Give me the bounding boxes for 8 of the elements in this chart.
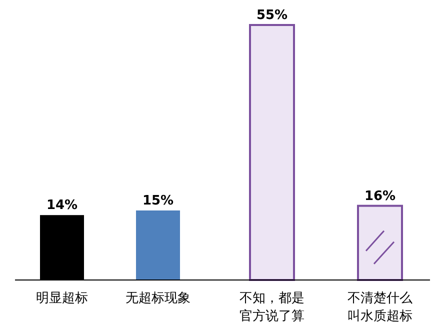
data-label: 15% — [142, 193, 174, 208]
x-tick-label: 无超标现象 — [126, 291, 190, 306]
x-tick-label: 明显超标 — [36, 291, 88, 306]
data-label: 55% — [256, 8, 288, 23]
x-tick-label: 不清楚什么叫水质超标 — [348, 291, 412, 324]
x-tick-label: 不知，都是官方说了算 — [240, 291, 304, 324]
data-label: 16% — [364, 188, 396, 204]
data-label: 14% — [46, 198, 78, 214]
